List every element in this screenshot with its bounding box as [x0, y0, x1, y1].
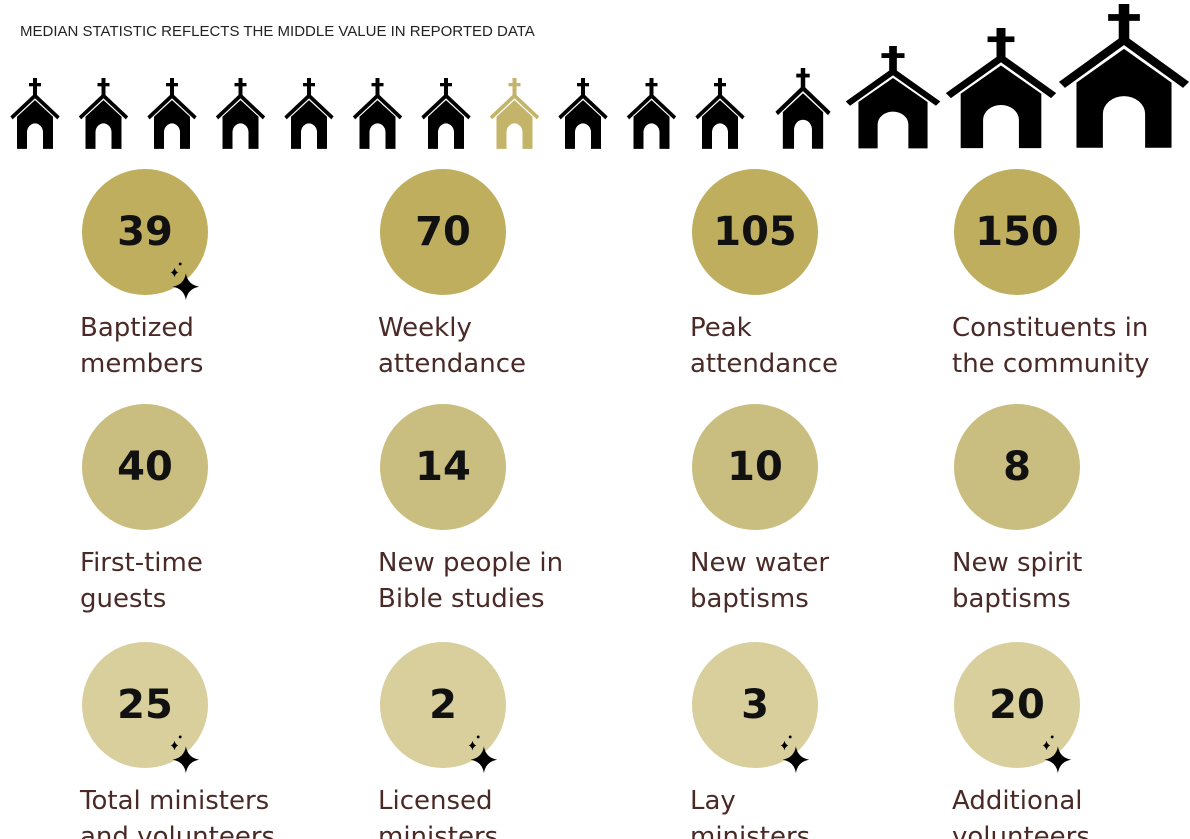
- stat-value: 39: [117, 209, 173, 255]
- church-icon: [284, 78, 334, 150]
- stat-circle: [692, 404, 818, 530]
- church-icon: [948, 28, 1053, 148]
- stat-label: New water: [690, 548, 829, 578]
- stat-circle: [954, 169, 1080, 295]
- stat-circle: [380, 169, 506, 295]
- stat-circle: [380, 404, 506, 530]
- stat-label: Lay: [690, 786, 736, 816]
- stat-circle: [692, 642, 818, 768]
- stat-label: and volunteers: [80, 822, 275, 839]
- stat-value: 150: [975, 209, 1059, 255]
- church-icon: [147, 78, 197, 150]
- stat-value: 2: [429, 682, 457, 728]
- stat-label: New people in: [378, 548, 563, 578]
- stat-circle: [82, 169, 208, 295]
- stat-circle: [954, 404, 1080, 530]
- stat: 3 Lay ministers: [690, 642, 818, 839]
- stat-label: ministers: [378, 822, 498, 839]
- stat-value: 10: [727, 444, 783, 490]
- church-icon: [626, 78, 677, 150]
- stat-label: Bible studies: [378, 584, 545, 614]
- stat: 8 New spirit baptisms: [952, 404, 1082, 614]
- church-icon: [352, 78, 403, 150]
- stat: 20 Additional volunteers: [952, 642, 1090, 839]
- stat-label: Baptized: [80, 313, 194, 343]
- stat: 14 New people in Bible studies: [378, 404, 563, 614]
- stat-label: Constituents in: [952, 313, 1148, 343]
- church-icon: [848, 46, 938, 148]
- stat-label: members: [80, 349, 203, 379]
- stat: 150 Constituents in the community: [952, 169, 1150, 379]
- stat: 10 New water baptisms: [690, 404, 829, 614]
- church-icon: [78, 78, 129, 150]
- stat-label: New spirit: [952, 548, 1082, 578]
- church-icon: [1062, 4, 1186, 148]
- church-icon: [695, 78, 745, 150]
- church-icon: [777, 68, 830, 149]
- stat-label: Total ministers: [79, 786, 269, 816]
- stat-label: the community: [952, 349, 1150, 379]
- stat-label: attendance: [378, 349, 526, 379]
- stat: 105 Peak attendance: [690, 169, 838, 379]
- stat-label: attendance: [690, 349, 838, 379]
- stat: 40 First-time guests: [80, 404, 208, 614]
- stat-circle: [82, 642, 208, 768]
- title: MEDIAN STATISTIC REFLECTS THE MIDDLE VAL…: [20, 23, 535, 40]
- stat: 39 Baptized members: [80, 169, 208, 379]
- church-icon: [215, 78, 266, 150]
- church-icon: [558, 78, 608, 150]
- stat-circle: [954, 642, 1080, 768]
- stat-value: 20: [989, 682, 1045, 728]
- stat-value: 3: [741, 682, 769, 728]
- stat-value: 105: [713, 209, 797, 255]
- church-icon: [421, 78, 471, 150]
- church-icon: [10, 78, 60, 150]
- stat-circle: [82, 404, 208, 530]
- stat-label: volunteers: [952, 822, 1090, 839]
- stat-value: 25: [117, 682, 173, 728]
- stat-label: Licensed: [378, 786, 493, 816]
- stat: 2 Licensed ministers: [378, 642, 506, 839]
- stat: 70 Weekly attendance: [378, 169, 526, 379]
- stat-label: baptisms: [690, 584, 809, 614]
- stat-label: guests: [80, 584, 166, 614]
- stat-label: Weekly: [378, 313, 472, 343]
- stat-label: ministers: [690, 822, 810, 839]
- stat-label: First-time: [80, 548, 203, 578]
- stat: 25 Total ministers and volunteers: [79, 642, 275, 839]
- stat-label: Peak: [690, 313, 752, 343]
- stat-value: 14: [415, 444, 471, 490]
- stat-value: 70: [415, 209, 471, 255]
- stat-value: 40: [117, 444, 173, 490]
- church-icon: [489, 78, 540, 150]
- stat-value: 8: [1003, 444, 1031, 490]
- stat-circle: [380, 642, 506, 768]
- stat-circle: [692, 169, 818, 295]
- stat-label: baptisms: [952, 584, 1071, 614]
- stat-label: Additional: [952, 786, 1083, 816]
